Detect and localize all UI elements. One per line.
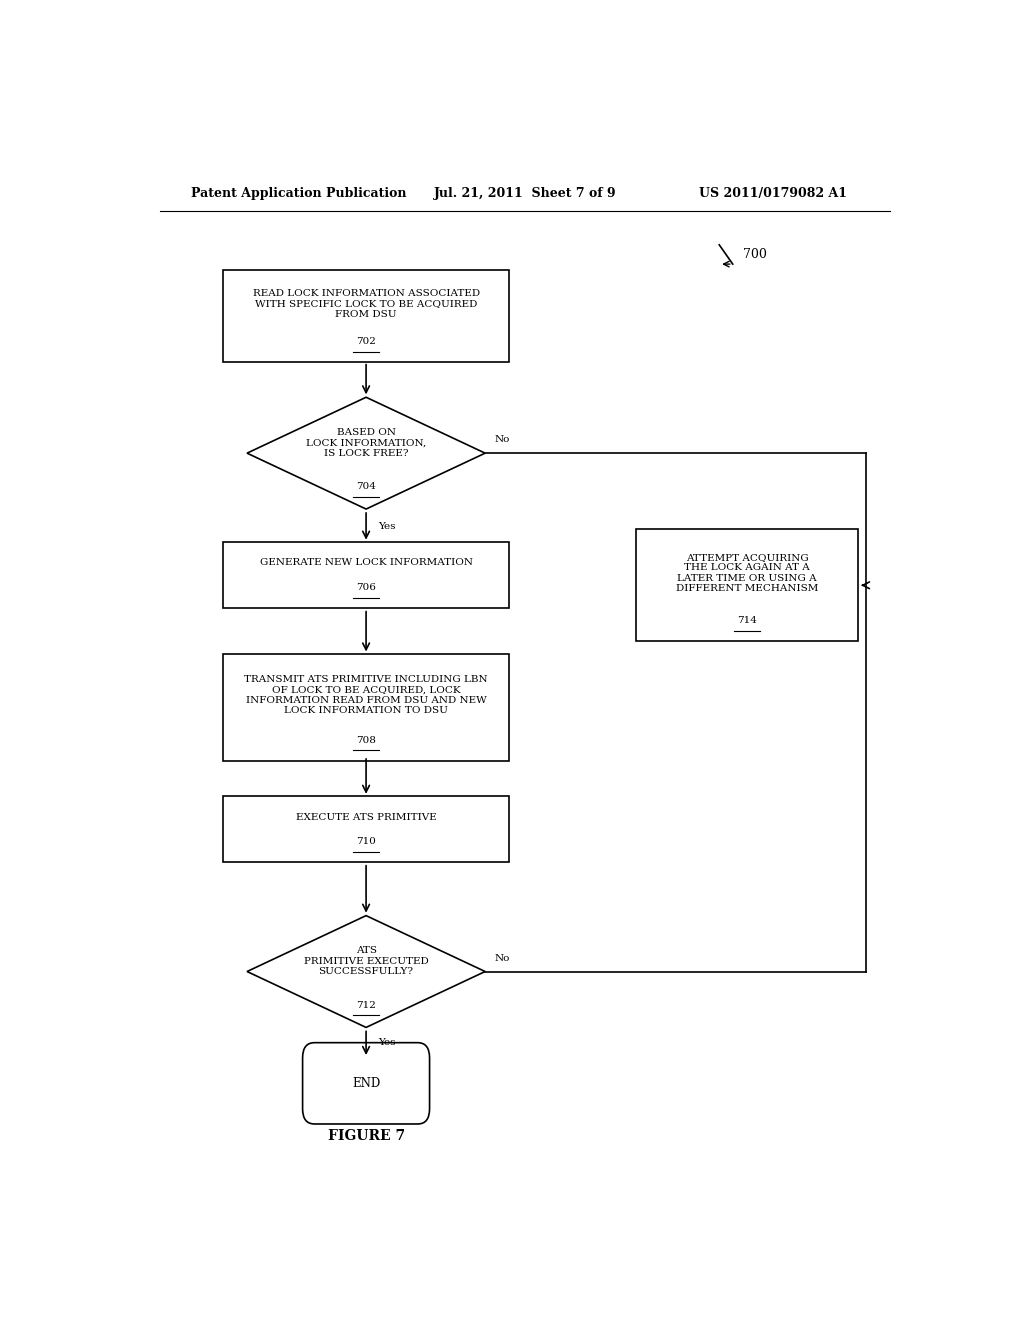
Bar	[223, 271, 509, 362]
Text: No: No	[495, 436, 510, 445]
Polygon shape	[247, 397, 485, 510]
Text: Patent Application Publication: Patent Application Publication	[191, 187, 407, 201]
Text: 714: 714	[737, 616, 757, 626]
Text: END: END	[352, 1077, 380, 1090]
Text: No: No	[495, 954, 510, 962]
FancyBboxPatch shape	[303, 1043, 430, 1125]
Bar	[223, 543, 509, 609]
Bar	[223, 653, 509, 760]
Bar	[223, 796, 509, 862]
Text: ATTEMPT ACQUIRING
THE LOCK AGAIN AT A
LATER TIME OR USING A
DIFFERENT MECHANISM: ATTEMPT ACQUIRING THE LOCK AGAIN AT A LA…	[676, 553, 818, 593]
Text: Jul. 21, 2011  Sheet 7 of 9: Jul. 21, 2011 Sheet 7 of 9	[433, 187, 616, 201]
Text: 702: 702	[356, 337, 376, 346]
Polygon shape	[247, 916, 485, 1027]
Text: US 2011/0179082 A1: US 2011/0179082 A1	[699, 187, 848, 201]
Text: 710: 710	[356, 837, 376, 846]
Text: ATS
PRIMITIVE EXECUTED
SUCCESSFULLY?: ATS PRIMITIVE EXECUTED SUCCESSFULLY?	[304, 946, 428, 977]
Text: EXECUTE ATS PRIMITIVE: EXECUTE ATS PRIMITIVE	[296, 813, 436, 821]
Text: FIGURE 7: FIGURE 7	[328, 1129, 404, 1143]
Text: GENERATE NEW LOCK INFORMATION: GENERATE NEW LOCK INFORMATION	[259, 558, 473, 568]
Text: Yes: Yes	[378, 1038, 395, 1047]
Text: 708: 708	[356, 735, 376, 744]
Text: READ LOCK INFORMATION ASSOCIATED
WITH SPECIFIC LOCK TO BE ACQUIRED
FROM DSU: READ LOCK INFORMATION ASSOCIATED WITH SP…	[253, 289, 479, 318]
Text: 700: 700	[743, 248, 767, 261]
Bar	[636, 529, 858, 642]
Text: 706: 706	[356, 583, 376, 593]
Text: 704: 704	[356, 482, 376, 491]
Text: BASED ON
LOCK INFORMATION,
IS LOCK FREE?: BASED ON LOCK INFORMATION, IS LOCK FREE?	[306, 428, 426, 458]
Text: 712: 712	[356, 1001, 376, 1010]
Text: TRANSMIT ATS PRIMITIVE INCLUDING LBN
OF LOCK TO BE ACQUIRED, LOCK
INFORMATION RE: TRANSMIT ATS PRIMITIVE INCLUDING LBN OF …	[245, 675, 487, 715]
Text: Yes: Yes	[378, 521, 395, 531]
